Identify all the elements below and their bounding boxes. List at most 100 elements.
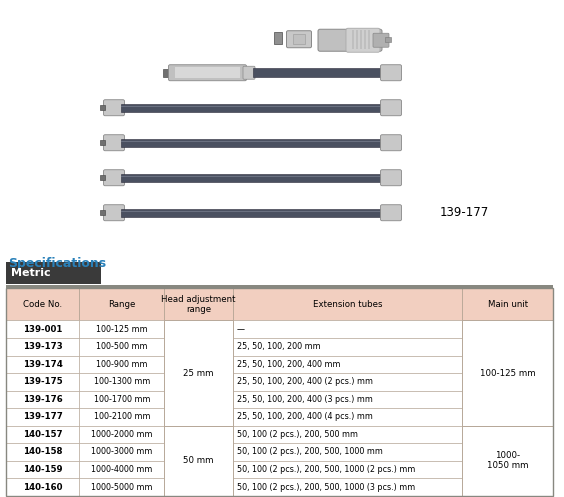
Bar <box>6 355 80 373</box>
Text: Metric: Metric <box>11 268 51 278</box>
Text: 1000-4000 mm: 1000-4000 mm <box>91 465 153 474</box>
Bar <box>121 141 382 142</box>
Bar <box>80 355 164 373</box>
Bar <box>462 443 553 461</box>
Text: 1000-5000 mm: 1000-5000 mm <box>91 483 153 492</box>
Text: 140-160: 140-160 <box>23 483 62 492</box>
Bar <box>80 288 164 321</box>
Bar <box>352 30 354 49</box>
FancyBboxPatch shape <box>381 135 402 151</box>
Bar <box>6 262 102 284</box>
Bar <box>6 288 553 496</box>
Bar <box>360 30 362 49</box>
Bar <box>80 425 164 443</box>
Bar <box>164 425 233 443</box>
Bar <box>462 425 553 443</box>
Bar <box>385 37 391 42</box>
Text: 25, 50, 100, 200, 400 (2 pcs.) mm: 25, 50, 100, 200, 400 (2 pcs.) mm <box>237 377 373 386</box>
Text: 25, 50, 100, 200 mm: 25, 50, 100, 200 mm <box>237 342 321 351</box>
Bar <box>368 30 369 49</box>
Bar <box>80 373 164 391</box>
Text: Range: Range <box>108 300 135 309</box>
FancyBboxPatch shape <box>381 170 402 186</box>
Bar <box>462 373 553 391</box>
Bar <box>6 478 80 496</box>
FancyBboxPatch shape <box>373 33 389 47</box>
Text: 139-173: 139-173 <box>23 342 63 351</box>
Bar <box>233 408 462 425</box>
Text: 139-175: 139-175 <box>23 377 63 386</box>
Bar <box>233 443 462 461</box>
Bar <box>293 34 305 44</box>
Text: 1000-
1050 mm: 1000- 1050 mm <box>487 451 528 471</box>
Bar <box>233 391 462 408</box>
Text: 100-500 mm: 100-500 mm <box>96 342 148 351</box>
Text: Head adjustment
range: Head adjustment range <box>161 295 236 314</box>
Text: 25, 50, 100, 200, 400 (3 pcs.) mm: 25, 50, 100, 200, 400 (3 pcs.) mm <box>237 395 373 404</box>
Bar <box>80 338 164 355</box>
Bar <box>80 391 164 408</box>
Text: 100-1700 mm: 100-1700 mm <box>94 395 150 404</box>
Text: 139-176: 139-176 <box>23 395 63 404</box>
Text: 139-177: 139-177 <box>440 206 489 219</box>
Bar <box>233 338 462 355</box>
Bar <box>274 32 282 44</box>
FancyBboxPatch shape <box>381 65 402 81</box>
FancyBboxPatch shape <box>104 170 125 186</box>
Text: 50, 100 (2 pcs.), 200, 500 mm: 50, 100 (2 pcs.), 200, 500 mm <box>237 430 358 439</box>
Bar <box>356 30 358 49</box>
Text: 140-159: 140-159 <box>23 465 62 474</box>
Bar <box>164 321 233 338</box>
Bar <box>462 321 553 425</box>
Bar <box>462 461 553 478</box>
Bar <box>164 425 233 496</box>
Text: 50 mm: 50 mm <box>183 456 214 465</box>
Bar <box>233 425 462 443</box>
Bar <box>164 321 233 425</box>
Bar <box>121 103 382 112</box>
FancyBboxPatch shape <box>104 135 125 151</box>
Bar <box>364 30 365 49</box>
FancyBboxPatch shape <box>318 29 382 51</box>
Bar <box>462 355 553 373</box>
Text: 100-125 mm: 100-125 mm <box>480 369 535 378</box>
Text: Specifications: Specifications <box>8 257 107 270</box>
Bar <box>253 68 383 77</box>
Bar <box>121 106 382 107</box>
Bar <box>80 321 164 338</box>
Bar <box>6 461 80 478</box>
Bar <box>100 210 105 215</box>
FancyBboxPatch shape <box>381 205 402 221</box>
Text: 100-1300 mm: 100-1300 mm <box>94 377 150 386</box>
Text: 100-2100 mm: 100-2100 mm <box>94 413 150 421</box>
Bar <box>6 285 553 288</box>
Text: Main unit: Main unit <box>487 300 528 309</box>
Bar <box>233 461 462 478</box>
Text: 25, 50, 100, 200, 400 mm: 25, 50, 100, 200, 400 mm <box>237 360 341 369</box>
Bar <box>6 373 80 391</box>
Bar <box>163 69 170 77</box>
Bar <box>164 355 233 373</box>
Bar <box>462 425 553 496</box>
Bar <box>80 443 164 461</box>
Bar <box>121 139 382 147</box>
Bar <box>164 408 233 425</box>
Text: 1000-2000 mm: 1000-2000 mm <box>91 430 153 439</box>
FancyBboxPatch shape <box>381 100 402 116</box>
Bar <box>164 338 233 355</box>
Bar <box>100 105 105 110</box>
Bar <box>462 338 553 355</box>
Bar <box>80 408 164 425</box>
Bar <box>462 408 553 425</box>
Bar <box>121 173 382 182</box>
FancyBboxPatch shape <box>104 205 125 221</box>
Bar <box>121 176 382 177</box>
Bar <box>233 321 462 338</box>
Text: Code No.: Code No. <box>23 300 62 309</box>
Bar <box>6 321 80 338</box>
Bar <box>175 67 240 78</box>
Text: 50, 100 (2 pcs.), 200, 500, 1000 mm: 50, 100 (2 pcs.), 200, 500, 1000 mm <box>237 447 383 456</box>
FancyBboxPatch shape <box>104 100 125 116</box>
Text: 25, 50, 100, 200, 400 (4 pcs.) mm: 25, 50, 100, 200, 400 (4 pcs.) mm <box>237 413 373 421</box>
Bar <box>6 443 80 461</box>
